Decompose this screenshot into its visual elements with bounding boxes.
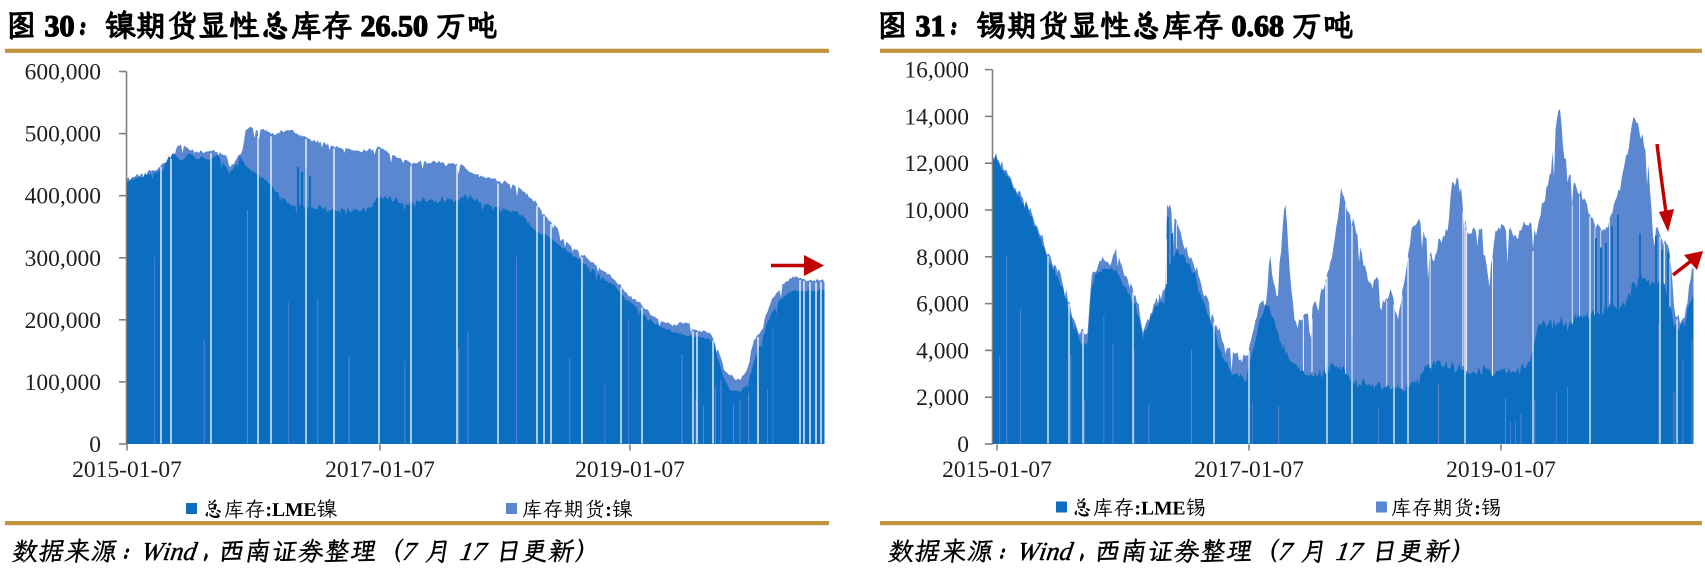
svg-text:10,000: 10,000 [904, 198, 969, 224]
svg-text:2019-01-07: 2019-01-07 [1446, 457, 1556, 483]
svg-text:2017-01-07: 2017-01-07 [1194, 457, 1304, 483]
svg-text:2,000: 2,000 [916, 385, 969, 411]
svg-text:600,000: 600,000 [25, 60, 101, 86]
svg-text:2015-01-07: 2015-01-07 [72, 457, 182, 483]
svg-text:12,000: 12,000 [904, 151, 969, 177]
svg-text:0: 0 [957, 432, 969, 458]
svg-text:2015-01-07: 2015-01-07 [942, 457, 1052, 483]
svg-text:2019-01-07: 2019-01-07 [575, 457, 685, 483]
svg-text:0: 0 [89, 432, 101, 458]
svg-text:8,000: 8,000 [916, 245, 969, 271]
svg-text:16,000: 16,000 [904, 58, 969, 84]
svg-text:300,000: 300,000 [25, 246, 101, 272]
svg-text:4,000: 4,000 [916, 338, 969, 364]
svg-text:14,000: 14,000 [904, 104, 969, 130]
svg-text:2017-01-07: 2017-01-07 [325, 457, 435, 483]
svg-text:400,000: 400,000 [25, 184, 101, 210]
svg-text:6,000: 6,000 [916, 292, 969, 318]
svg-text:200,000: 200,000 [25, 308, 101, 334]
svg-text:100,000: 100,000 [25, 370, 101, 396]
svg-text:500,000: 500,000 [25, 122, 101, 148]
